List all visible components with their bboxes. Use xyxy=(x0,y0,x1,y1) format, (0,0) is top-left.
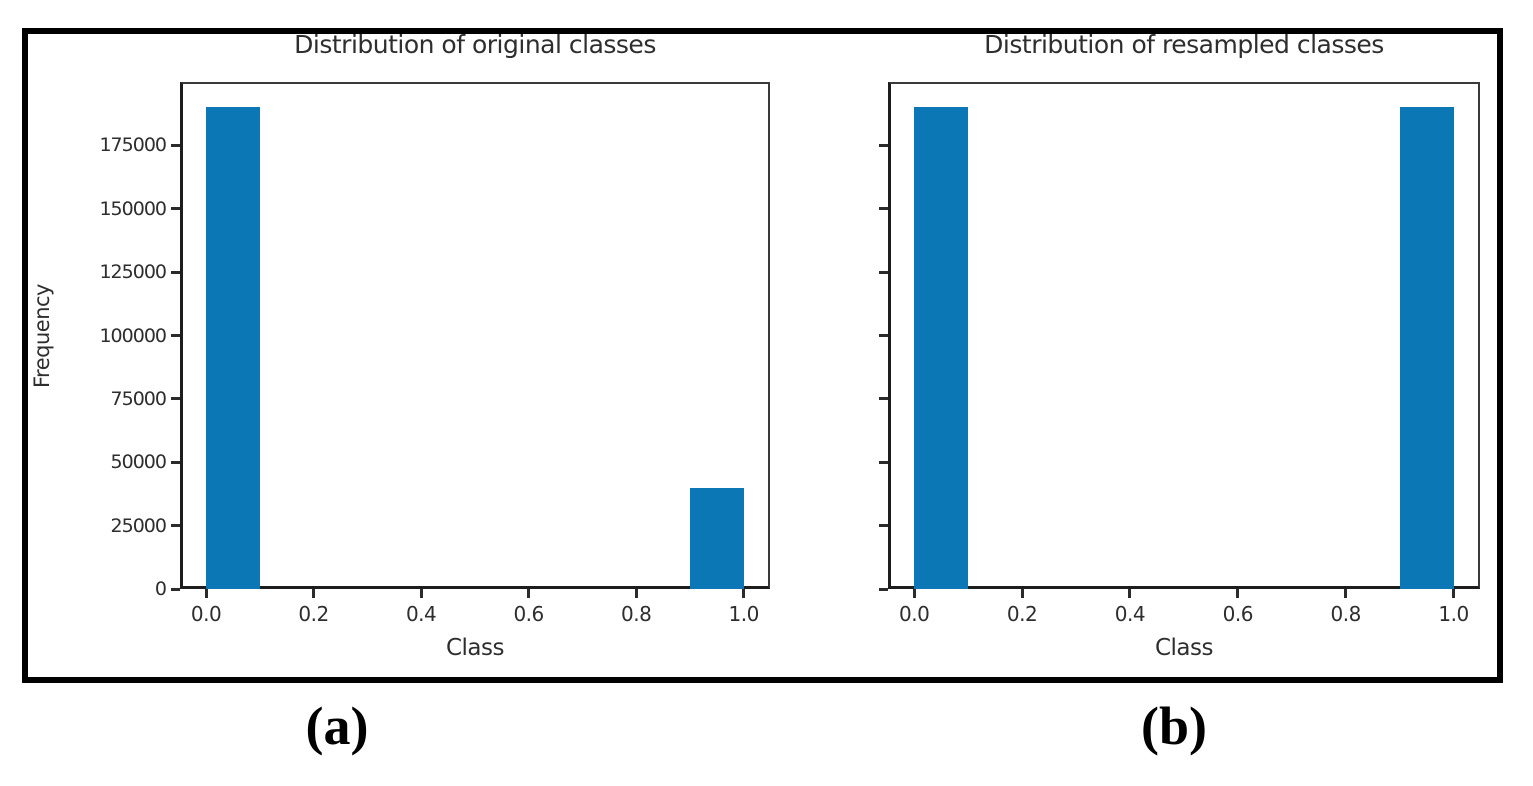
subfigure-label-a: (a) xyxy=(305,696,369,756)
subfigure-label-b: (b) xyxy=(1141,696,1207,756)
figure-frame xyxy=(22,28,1503,683)
